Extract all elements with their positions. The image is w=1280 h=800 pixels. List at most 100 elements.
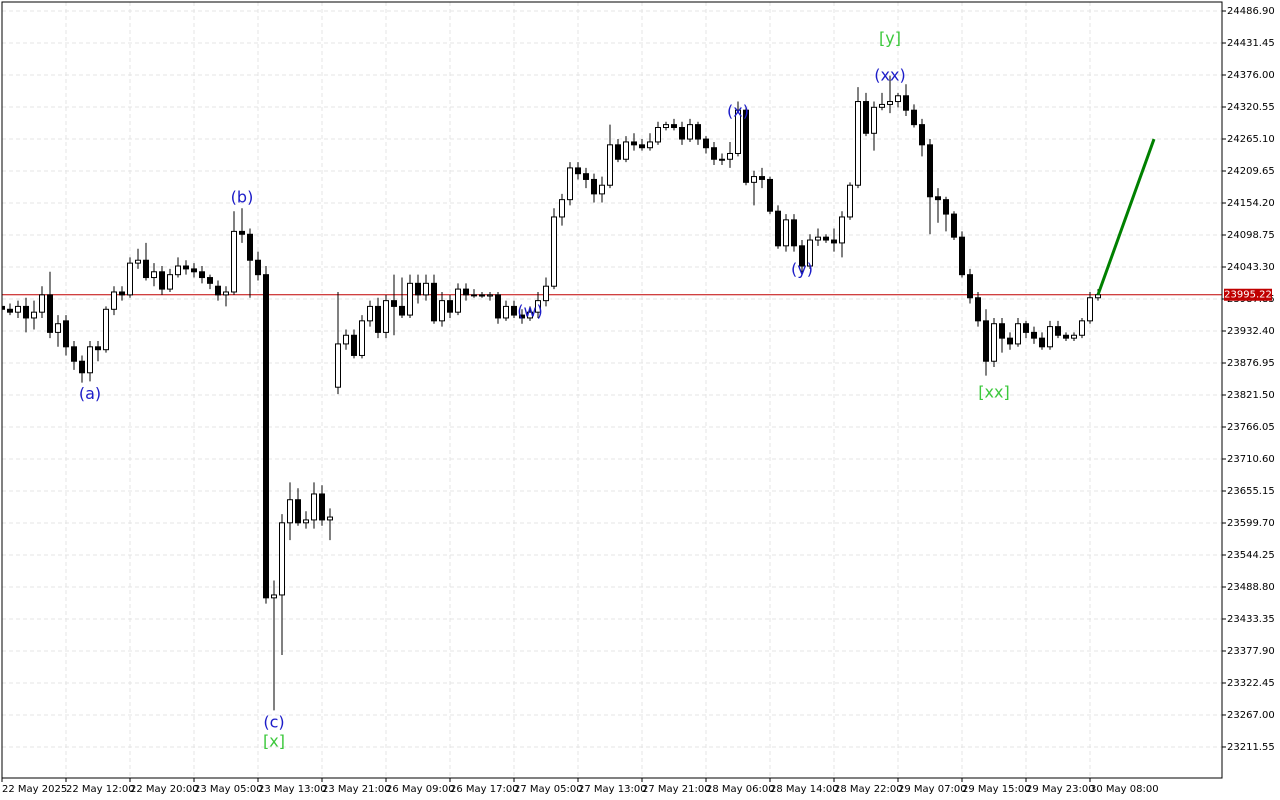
y-tick-label: 24043.30 xyxy=(1227,262,1275,273)
wave-label: (x) xyxy=(727,101,749,120)
candle-body xyxy=(783,219,789,247)
candle-body xyxy=(1039,337,1045,348)
candle-body xyxy=(23,305,29,319)
candle-body xyxy=(519,314,525,319)
candle-body xyxy=(207,277,213,284)
candle-body xyxy=(263,274,269,599)
candle-body xyxy=(855,101,861,186)
candle-body xyxy=(727,152,733,160)
candle-body xyxy=(543,285,549,302)
candle-body xyxy=(55,323,61,333)
candle-body xyxy=(759,176,765,180)
grid xyxy=(2,2,1222,778)
candle-body xyxy=(623,141,629,160)
candle-body xyxy=(887,101,893,105)
candle-body xyxy=(431,282,437,322)
y-tick-label: 23876.95 xyxy=(1227,358,1275,369)
candle-body xyxy=(591,178,597,195)
candle-body xyxy=(103,308,109,351)
candle-body xyxy=(303,519,309,524)
candle-body xyxy=(191,268,197,273)
candle-body xyxy=(991,323,997,362)
candle-body xyxy=(31,311,37,319)
y-tick-label: 23488.80 xyxy=(1227,582,1275,593)
candle-body xyxy=(839,216,845,244)
candle-body xyxy=(319,493,325,521)
x-tick-label: 27 May 21:00 xyxy=(642,784,711,795)
candle-body xyxy=(479,294,485,297)
y-tick-label: 24265.10 xyxy=(1227,134,1275,145)
candle-body xyxy=(671,124,677,129)
x-tick-label: 26 May 17:00 xyxy=(450,784,519,795)
wave-label: (a) xyxy=(79,384,101,403)
x-tick-label: 22 May 2025 xyxy=(2,784,67,795)
x-tick-label: 22 May 20:00 xyxy=(130,784,199,795)
candle-body xyxy=(367,305,373,322)
x-tick-label: 23 May 05:00 xyxy=(194,784,263,795)
x-tick-label: 26 May 09:00 xyxy=(386,784,455,795)
x-tick-label: 28 May 22:00 xyxy=(834,784,903,795)
candle-body xyxy=(95,346,101,351)
y-tick-label: 23599.70 xyxy=(1227,518,1275,529)
candle-body xyxy=(927,144,933,198)
candle-body xyxy=(967,274,973,299)
price-label-box xyxy=(1224,288,1272,301)
candle-body xyxy=(7,308,13,313)
candle-body xyxy=(175,265,181,276)
candle-body xyxy=(63,320,69,348)
candle-body xyxy=(679,127,685,140)
y-tick-label: 24376.00 xyxy=(1227,70,1275,81)
candle-body xyxy=(119,291,125,296)
candle-body xyxy=(327,516,333,521)
candle-body xyxy=(1007,337,1013,345)
candle-body xyxy=(599,184,605,195)
candle-body xyxy=(1087,297,1093,322)
candle-body xyxy=(879,103,885,108)
candle-body xyxy=(695,124,701,140)
y-tick-label: 23544.25 xyxy=(1227,550,1275,561)
candle-body xyxy=(487,294,493,297)
y-tick-label: 23766.05 xyxy=(1227,422,1275,433)
candle-body xyxy=(39,294,45,313)
candle-body xyxy=(247,233,253,261)
candle-body xyxy=(999,323,1005,339)
candle-body xyxy=(647,141,653,149)
wave-label: [xx] xyxy=(978,382,1009,401)
y-tick-label: 24154.20 xyxy=(1227,198,1275,209)
candle-body xyxy=(439,300,445,322)
candle-body xyxy=(407,282,413,316)
x-tick-label: 30 May 08:00 xyxy=(1090,784,1159,795)
candle-body xyxy=(751,176,757,183)
candle-body xyxy=(1095,294,1101,299)
candle-body xyxy=(1023,323,1029,333)
x-tick-label: 28 May 06:00 xyxy=(706,784,775,795)
wave-label: (w) xyxy=(517,302,543,321)
y-tick-label: 24320.55 xyxy=(1227,102,1275,113)
candle-body xyxy=(167,274,173,290)
candle-body xyxy=(463,288,469,296)
candle-body xyxy=(831,239,837,244)
candle-body xyxy=(415,282,421,296)
candle-body xyxy=(1071,334,1077,339)
candle-body xyxy=(127,262,133,296)
y-tick-label: 23655.15 xyxy=(1227,486,1275,497)
candle-body xyxy=(375,305,381,333)
candle-body xyxy=(1063,334,1069,339)
candle-body xyxy=(535,300,541,313)
candle-body xyxy=(199,271,205,279)
candle-body xyxy=(15,305,21,313)
candle-body xyxy=(391,300,397,307)
candle-body xyxy=(583,173,589,180)
x-tick-label: 22 May 12:00 xyxy=(66,784,135,795)
candle-body xyxy=(895,95,901,103)
candle-body xyxy=(495,294,501,319)
candle-body xyxy=(951,213,957,238)
candle-body xyxy=(655,127,661,143)
plot-area xyxy=(2,75,1222,711)
candle-body xyxy=(575,167,581,175)
candle-body xyxy=(863,101,869,134)
candle-body xyxy=(271,594,277,599)
candle-body xyxy=(511,305,517,316)
candle-body xyxy=(335,343,341,388)
